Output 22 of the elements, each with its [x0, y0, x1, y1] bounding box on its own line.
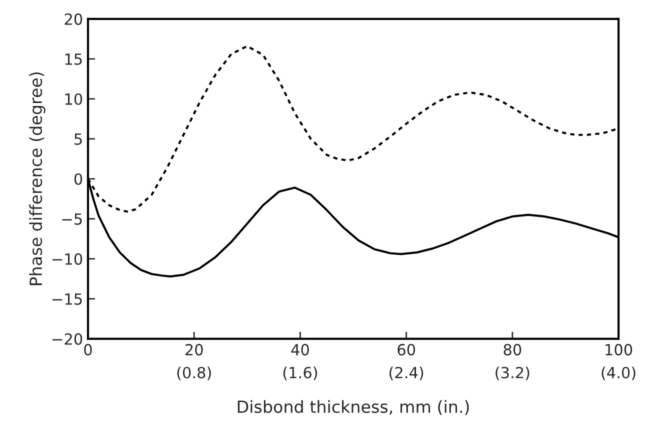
- x-tick-label: 100: [606, 344, 632, 356]
- x2-tick-label: (3.2): [496, 366, 530, 380]
- x-tick-label: 20: [186, 344, 203, 356]
- y-tick-label: −15: [52, 293, 82, 305]
- x2-tick-label: (0.8): [177, 366, 211, 380]
- y-tick-label: 20: [64, 13, 82, 25]
- y-tick-label: −20: [52, 333, 82, 345]
- x-tick-label: 0: [84, 344, 92, 356]
- y-tick-label: 5: [74, 134, 82, 145]
- x-tick-label: 40: [291, 344, 309, 356]
- x-axis-title: Disbond thickness, mm (in.): [238, 400, 469, 415]
- x2-tick-label: (1.6): [283, 366, 318, 380]
- x2-tick-label: (4.0): [602, 366, 636, 380]
- y-tick-label: −5: [62, 214, 82, 225]
- x2-tick-label: (2.4): [390, 366, 424, 380]
- y-tick-label: −10: [52, 253, 82, 265]
- x-tick-label: 60: [398, 344, 416, 356]
- y-axis-title: Phase difference (degree): [29, 72, 46, 286]
- y-tick-label: 10: [65, 93, 82, 105]
- x-tick-label: 80: [504, 344, 522, 356]
- y-tick-label: 15: [65, 54, 82, 65]
- y-tick-label: 0: [74, 173, 82, 185]
